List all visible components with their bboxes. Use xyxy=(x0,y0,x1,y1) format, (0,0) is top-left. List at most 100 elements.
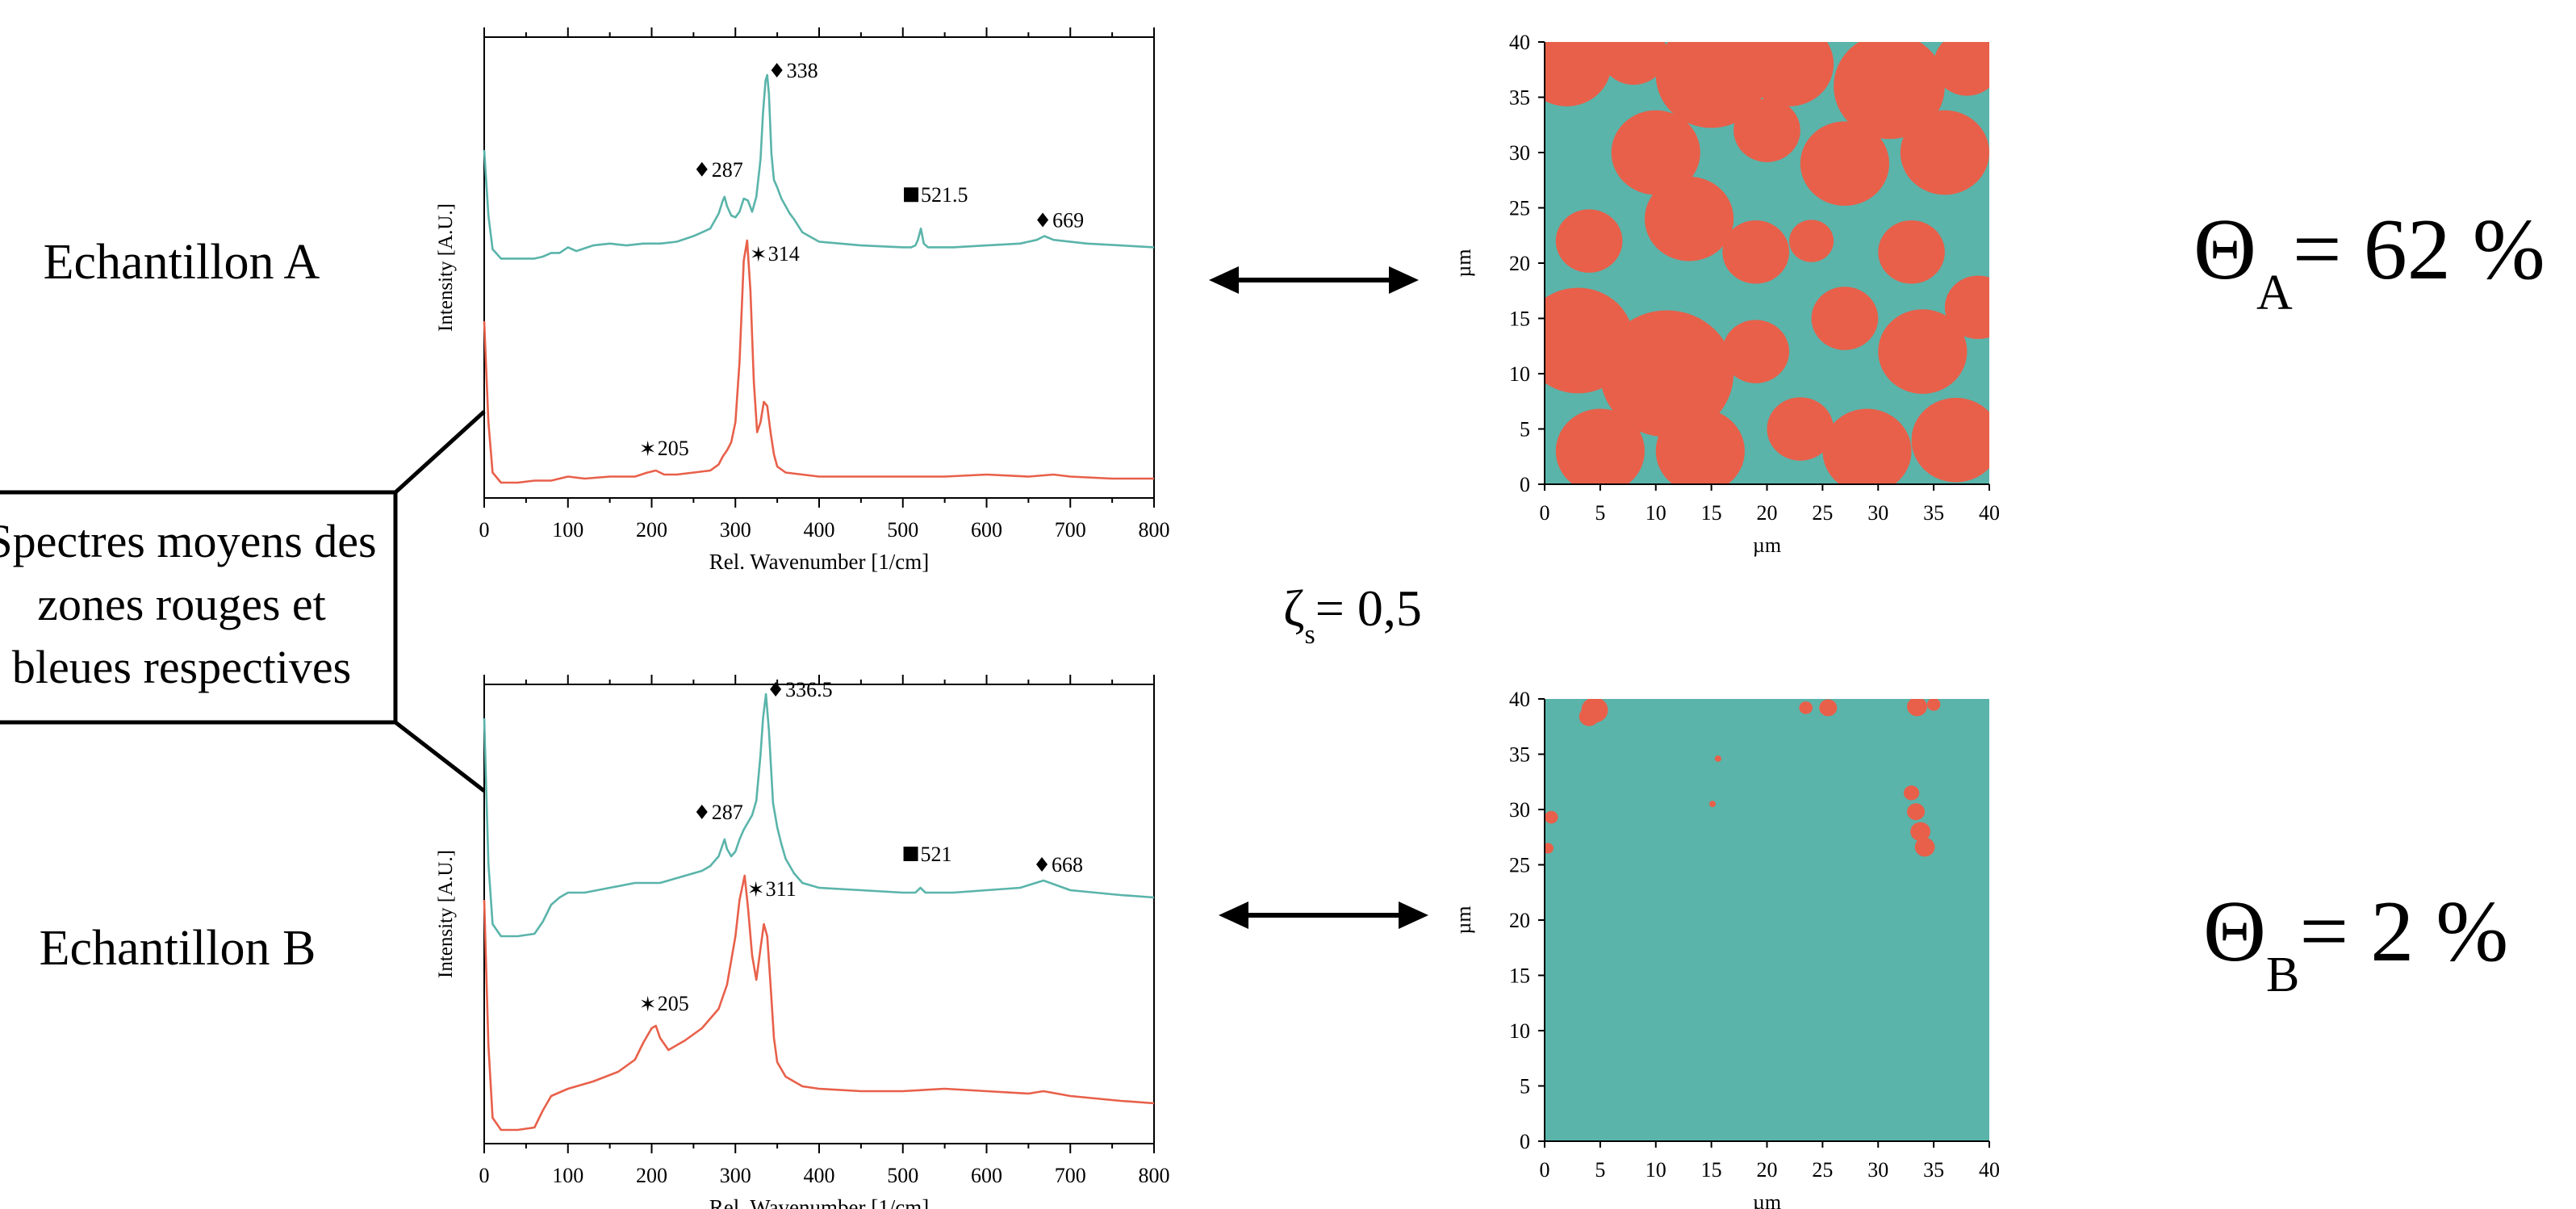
sample-label-b: Echantillon B xyxy=(40,921,316,976)
x-tick-label: 800 xyxy=(1139,518,1170,542)
x-tick-label: 0 xyxy=(1540,501,1550,525)
x-tick-label: 700 xyxy=(1055,518,1086,542)
red-region xyxy=(1722,220,1790,284)
map-red-regions xyxy=(1545,42,1989,484)
red-region xyxy=(1811,287,1879,350)
y-tick-label: 15 xyxy=(1509,964,1530,988)
peak-label: 336.5 xyxy=(785,678,833,701)
theta-label-a: ΘA= 62 % xyxy=(2193,202,2545,320)
peak-label: 205 xyxy=(658,992,689,1015)
zeta-label: ζs= 0,5 xyxy=(1283,579,1422,650)
callout: Spectres moyens des zones rouges et bleu… xyxy=(0,410,486,793)
y-tick-label: 5 xyxy=(1520,418,1530,441)
x-tick-label: 400 xyxy=(804,1164,835,1187)
x-tick-label: 700 xyxy=(1055,1164,1086,1187)
star-marker-icon: ✶ xyxy=(747,878,765,902)
red-region xyxy=(1914,837,1935,857)
phase-map-a: 00 5 5 10 10 15 15 20 20 25 25 30 30 35 35 40 40 µm µm xyxy=(1452,31,2000,557)
y-tick-label: 25 xyxy=(1509,197,1530,220)
x-tick-label: 10 xyxy=(1646,1158,1666,1182)
y-tick-label: 35 xyxy=(1509,86,1530,110)
red-region xyxy=(1722,320,1790,383)
red-region xyxy=(1644,176,1734,261)
red-region xyxy=(1611,110,1700,195)
red-region xyxy=(1878,309,1968,394)
x-tick-label: 25 xyxy=(1812,501,1833,525)
y-axis-label: µm xyxy=(1452,249,1475,277)
red-region xyxy=(1900,110,1989,195)
peak-label: 287 xyxy=(712,158,743,182)
x-tick-label: 5 xyxy=(1595,1158,1605,1182)
red-region xyxy=(1789,220,1834,262)
x-tick-label: 0 xyxy=(1540,1158,1550,1182)
red-region xyxy=(1767,397,1834,461)
sample-label-a: Echantillon A xyxy=(44,235,320,290)
y-tick-label: 0 xyxy=(1520,1130,1530,1153)
y-tick-label: 10 xyxy=(1509,1019,1530,1043)
red-region xyxy=(1655,42,1767,128)
x-tick-label: 35 xyxy=(1923,1158,1944,1182)
diamond-marker-icon xyxy=(696,161,708,177)
red-region xyxy=(1555,408,1645,484)
x-tick-label: 15 xyxy=(1701,1158,1722,1182)
diamond-marker-icon xyxy=(1037,212,1049,228)
peak-label: 521.5 xyxy=(921,183,968,207)
peak-label: 669 xyxy=(1052,209,1084,232)
x-tick-label: 300 xyxy=(720,518,751,542)
red-region xyxy=(1934,42,1989,96)
callout-line-2: zones rouges et xyxy=(37,578,326,630)
x-tick-label: 600 xyxy=(971,518,1002,542)
red-region xyxy=(1733,98,1800,162)
y-tick-label: 25 xyxy=(1509,854,1530,877)
x-tick-label: 25 xyxy=(1812,1158,1833,1182)
peak-label: 668 xyxy=(1052,853,1083,876)
peak-label: 287 xyxy=(712,801,743,824)
peak-label: 205 xyxy=(658,437,689,460)
y-tick-label: 40 xyxy=(1509,31,1530,54)
red-region xyxy=(1878,220,1945,284)
x-tick-label: 300 xyxy=(720,1164,751,1187)
red-region xyxy=(1907,803,1926,821)
spectrum-chart-a: 0 100 200 300 400 500 600 700 800 Rel. Wavenumber… xyxy=(435,27,1170,574)
theta-label-b: ΘB= 2 % xyxy=(2203,884,2508,1002)
y-tick-label: 10 xyxy=(1509,362,1530,386)
map-background-teal xyxy=(1545,699,1989,1141)
x-tick-label: 200 xyxy=(636,518,667,542)
x-tick-label: 15 xyxy=(1701,501,1722,525)
diamond-marker-icon xyxy=(1036,857,1048,872)
square-marker-icon xyxy=(904,187,919,203)
series-line-red xyxy=(483,239,1154,484)
x-tick-label: 200 xyxy=(636,1164,667,1187)
y-tick-label: 15 xyxy=(1509,307,1530,331)
y-tick-label: 0 xyxy=(1520,473,1530,496)
x-tick-label: 40 xyxy=(1979,501,2000,525)
y-tick-label: 40 xyxy=(1509,688,1530,711)
x-axis-label: Rel. Wavenumber [1/cm] xyxy=(709,1195,930,1209)
diamond-marker-icon xyxy=(771,63,783,77)
x-tick-label: 0 xyxy=(479,518,490,542)
x-tick-label: 40 xyxy=(1979,1158,2000,1182)
y-tick-label: 20 xyxy=(1509,252,1530,275)
square-marker-icon xyxy=(903,847,918,861)
y-tick-label: 30 xyxy=(1509,798,1530,822)
x-tick-label: 20 xyxy=(1757,1158,1778,1182)
callout-line-3: bleues respectives xyxy=(12,641,351,693)
red-region xyxy=(1708,801,1717,808)
red-region xyxy=(1822,408,1912,484)
red-region xyxy=(1545,810,1558,824)
star-marker-icon: ✶ xyxy=(639,437,657,461)
callout-connector-bottom xyxy=(394,721,486,793)
x-tick-label: 500 xyxy=(887,1164,918,1187)
diamond-marker-icon xyxy=(770,682,782,697)
red-region xyxy=(1545,42,1612,107)
plot-frame xyxy=(483,36,1155,499)
y-tick-label: 5 xyxy=(1520,1075,1530,1098)
red-region xyxy=(1579,707,1600,726)
callout-line-1: Spectres moyens des xyxy=(0,515,377,567)
x-tick-label: 35 xyxy=(1923,501,1944,525)
peak-label: 521 xyxy=(921,843,952,866)
x-tick-label: 30 xyxy=(1867,501,1888,525)
y-axis-label: µm xyxy=(1452,906,1475,934)
plot-frame xyxy=(483,684,1155,1144)
